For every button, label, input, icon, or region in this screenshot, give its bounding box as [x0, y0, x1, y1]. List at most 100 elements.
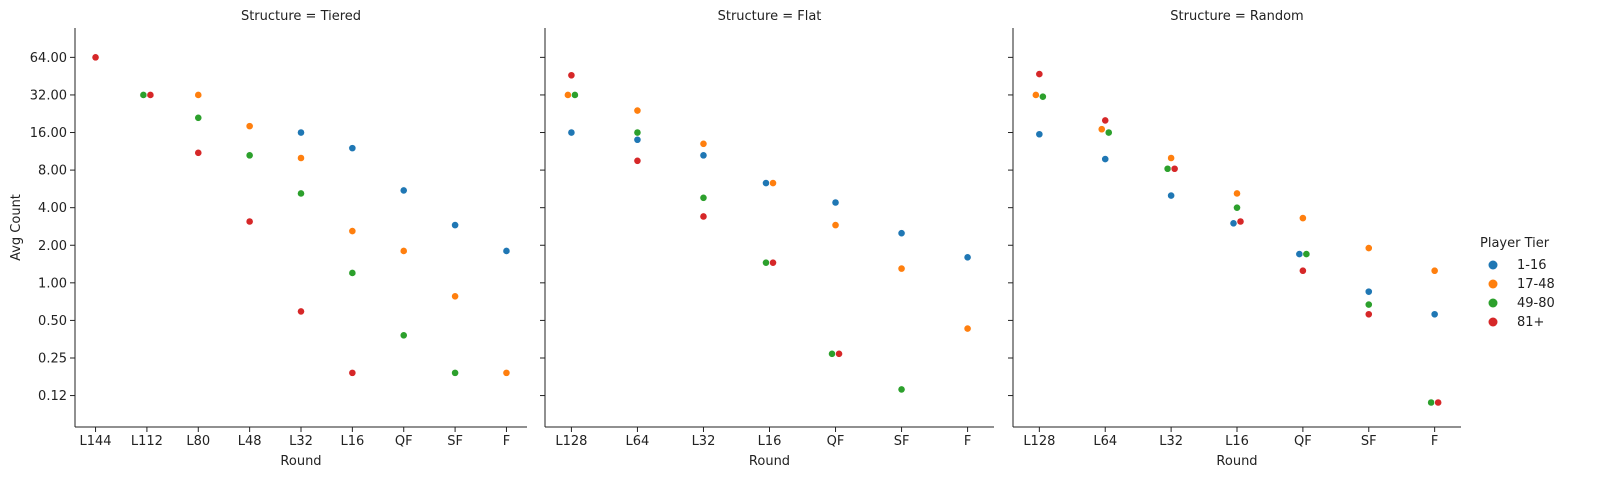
- y-tick-label-0: 64.00: [30, 51, 67, 66]
- x-tick-label-0-3: L48: [238, 434, 262, 449]
- y-tick-label-4: 4.00: [38, 201, 67, 216]
- x-tick-label-1-6: F: [964, 434, 971, 449]
- data-point-2-l16-81plus: [1236, 217, 1245, 226]
- data-point-2-l128-49-80: [1038, 92, 1047, 101]
- data-point-1-l16-17-48: [769, 179, 777, 187]
- panel-title-1: Structure = Flat: [718, 9, 822, 24]
- data-point-1-l128-17-48: [564, 91, 572, 99]
- data-point-2-qf-49-80: [1302, 250, 1311, 258]
- data-point-1-qf-17-48: [831, 221, 840, 230]
- data-point-2-l128-17-48: [1031, 91, 1040, 99]
- data-point-1-qf-1-16: [831, 198, 840, 207]
- data-point-0-qf-1-16: [399, 186, 408, 195]
- data-point-1-l128-49-80: [571, 91, 579, 99]
- data-point-1-sf-49-80: [897, 385, 906, 394]
- y-tick-label-7: 0.50: [38, 314, 67, 329]
- data-point-1-l64-49-80: [633, 128, 642, 137]
- x-tick-label-1-2: L32: [692, 434, 716, 449]
- data-point-0-l48-17-48: [245, 122, 254, 131]
- x-tick-label-0-0: L144: [80, 434, 112, 449]
- data-point-2-l64-49-80: [1104, 128, 1113, 137]
- data-point-1-l16-81plus: [769, 258, 777, 267]
- x-axis-title-1: Round: [749, 454, 790, 469]
- data-point-1-l64-17-48: [633, 106, 642, 115]
- x-tick-label-1-5: SF: [894, 434, 910, 449]
- x-tick-label-2-6: F: [1431, 434, 1438, 449]
- data-point-2-l16-1-16: [1229, 219, 1238, 228]
- data-point-0-l144-81plus: [91, 53, 100, 62]
- data-point-1-qf-81plus: [835, 349, 843, 358]
- data-point-0-qf-49-80: [399, 331, 408, 340]
- data-point-0-l16-17-48: [348, 227, 357, 235]
- legend-title: Player Tier: [1480, 236, 1550, 251]
- data-point-0-l32-81plus: [297, 307, 305, 316]
- data-point-1-l64-81plus: [633, 156, 642, 165]
- x-tick-label-1-4: QF: [827, 434, 845, 449]
- data-point-0-f-17-48: [502, 368, 511, 377]
- data-point-2-l128-1-16: [1035, 130, 1044, 139]
- data-point-2-l16-17-48: [1233, 189, 1241, 198]
- data-point-2-l16-49-80: [1233, 203, 1241, 212]
- x-tick-label-2-1: L64: [1093, 434, 1117, 449]
- x-tick-label-1-1: L64: [626, 434, 650, 449]
- data-point-0-l48-49-80: [245, 151, 254, 160]
- data-point-0-sf-17-48: [451, 292, 459, 301]
- data-point-0-sf-1-16: [451, 221, 459, 230]
- data-point-1-f-1-16: [963, 253, 972, 262]
- x-tick-label-0-1: L112: [131, 434, 163, 449]
- y-tick-label-6: 1.00: [38, 276, 67, 291]
- legend-marker-81plus: [1488, 317, 1498, 327]
- data-point-1-sf-17-48: [897, 264, 906, 273]
- x-tick-label-1-0: L128: [555, 434, 587, 449]
- data-point-2-sf-49-80: [1364, 300, 1373, 309]
- data-point-1-l32-1-16: [699, 151, 708, 160]
- data-point-1-l128-81plus: [567, 71, 576, 80]
- x-tick-label-0-4: L32: [289, 434, 313, 449]
- data-point-0-l48-81plus: [245, 217, 254, 226]
- panel-title-0: Structure = Tiered: [241, 9, 361, 24]
- data-point-1-qf-49-80: [828, 349, 836, 358]
- data-point-2-f-49-80: [1427, 398, 1436, 407]
- data-point-0-l16-81plus: [348, 368, 357, 377]
- data-point-0-l32-49-80: [297, 189, 305, 198]
- data-point-0-l112-81plus: [146, 91, 155, 99]
- data-point-2-f-17-48: [1430, 266, 1439, 275]
- data-point-1-l16-1-16: [762, 179, 770, 187]
- data-point-2-f-1-16: [1430, 310, 1439, 319]
- legend-label-1-16: 1-16: [1517, 258, 1547, 273]
- data-point-0-l80-81plus: [194, 148, 203, 157]
- data-point-2-l128-81plus: [1035, 70, 1044, 78]
- data-point-1-l64-1-16: [633, 135, 642, 144]
- data-point-2-l32-1-16: [1167, 191, 1176, 200]
- data-point-0-l112-49-80: [139, 91, 148, 99]
- data-point-0-l16-1-16: [348, 144, 357, 153]
- legend-marker-1-16: [1488, 260, 1498, 270]
- data-point-1-sf-1-16: [897, 229, 906, 238]
- y-tick-label-2: 16.00: [30, 126, 67, 141]
- data-point-1-l128-1-16: [567, 128, 576, 137]
- data-point-0-f-1-16: [502, 247, 511, 255]
- y-tick-label-8: 0.25: [38, 351, 67, 366]
- legend-label-81plus: 81+: [1517, 315, 1544, 330]
- y-tick-label-9: 0.12: [38, 389, 67, 404]
- x-tick-label-0-7: SF: [447, 434, 463, 449]
- data-point-2-qf-17-48: [1298, 214, 1307, 223]
- data-point-1-l32-81plus: [699, 212, 708, 221]
- legend-label-17-48: 17-48: [1517, 277, 1555, 292]
- x-tick-label-1-3: L16: [758, 434, 782, 449]
- panel-title-2: Structure = Random: [1170, 9, 1303, 24]
- x-axis-title-0: Round: [280, 454, 321, 469]
- legend-marker-49-80: [1488, 298, 1498, 308]
- data-point-2-l64-1-16: [1101, 155, 1110, 163]
- data-point-0-l80-49-80: [194, 113, 203, 122]
- data-point-2-l32-81plus: [1170, 164, 1179, 173]
- x-axis-title-2: Round: [1216, 454, 1257, 469]
- x-tick-label-2-5: SF: [1361, 434, 1377, 449]
- x-tick-label-0-5: L16: [340, 434, 364, 449]
- x-tick-label-0-2: L80: [186, 434, 210, 449]
- y-axis-title: Avg Count: [9, 194, 24, 261]
- y-tick-label-1: 32.00: [30, 88, 67, 103]
- data-point-0-l80-17-48: [194, 91, 203, 99]
